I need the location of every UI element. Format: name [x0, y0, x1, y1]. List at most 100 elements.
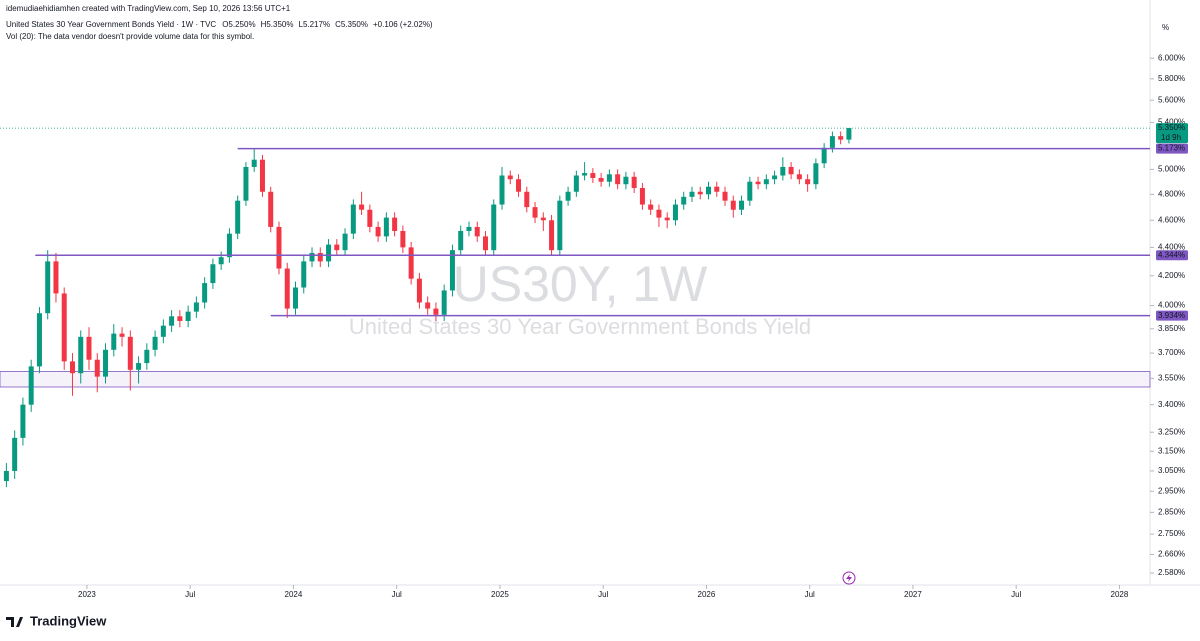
candle-body: [317, 252, 323, 262]
candle-body: [293, 287, 299, 309]
candle-body: [466, 226, 472, 231]
y-tick-label: 2.660%: [1158, 550, 1185, 559]
y-tick-label: 2.580%: [1158, 568, 1185, 577]
candle-body: [772, 175, 778, 180]
candle-body: [218, 257, 224, 265]
y-tick-label: 5.000%: [1158, 164, 1185, 173]
x-tick-label: Jul: [185, 590, 195, 599]
y-tick-label: 3.150%: [1158, 446, 1185, 455]
candle-body: [573, 175, 579, 192]
candle-body: [210, 264, 216, 284]
candle-body: [747, 181, 753, 201]
countdown: 1d 9h: [1161, 133, 1181, 142]
candle-body: [69, 361, 75, 374]
candle-body: [202, 283, 208, 303]
candle-body: [86, 336, 92, 360]
y-tick-label: 5.800%: [1158, 74, 1185, 83]
y-tick-label: 3.700%: [1158, 348, 1185, 357]
x-tick-label: Jul: [392, 590, 402, 599]
candle-body: [648, 204, 654, 210]
y-tick-label: 5.600%: [1158, 95, 1185, 104]
candle-body: [507, 175, 513, 180]
y-tick-label: 4.600%: [1158, 215, 1185, 224]
x-tick-label: 2023: [78, 590, 96, 599]
candle-body: [3, 470, 9, 482]
candle-body: [606, 174, 612, 182]
candle-body: [103, 349, 109, 377]
candle-body: [342, 233, 348, 251]
candle-body: [714, 186, 720, 192]
level-label: 5.173%: [1158, 144, 1185, 153]
candle-body: [383, 217, 389, 237]
candle-body: [350, 204, 356, 234]
y-tick-label: 4.200%: [1158, 271, 1185, 280]
y-tick-label: 2.750%: [1158, 529, 1185, 538]
ohlc-prefix: O: [222, 20, 228, 29]
candle-body: [524, 191, 530, 208]
candle-body: [829, 136, 835, 148]
candle-body: [185, 311, 191, 321]
candle-body: [169, 316, 175, 326]
candle-body: [301, 261, 307, 288]
candle-body: [582, 173, 588, 176]
candle-body: [243, 166, 249, 201]
candle-body: [491, 204, 497, 251]
ohlc-value: 5.217%: [303, 20, 330, 29]
candle-body: [235, 200, 241, 234]
y-tick-label: 3.400%: [1158, 400, 1185, 409]
candle-body: [681, 196, 687, 205]
candle-body: [838, 136, 844, 140]
candle-body: [268, 191, 274, 227]
candle-body: [226, 233, 232, 258]
candle-body: [516, 179, 522, 192]
lightning-icon[interactable]: [842, 571, 856, 585]
level-label: 4.344%: [1158, 250, 1185, 259]
candle-body: [36, 313, 42, 367]
candle-body: [449, 250, 455, 291]
candle-body: [400, 230, 406, 248]
candle-body: [375, 226, 381, 237]
candle-body: [458, 230, 464, 251]
candle-body: [557, 200, 563, 251]
candle-body: [474, 226, 480, 237]
logo[interactable]: TradingView: [6, 613, 107, 628]
candle-body: [540, 217, 546, 221]
candle-body: [251, 159, 257, 167]
candle-body: [111, 333, 117, 350]
candle-body: [433, 308, 439, 315]
candle-body: [359, 204, 365, 210]
candle-body: [276, 226, 282, 269]
change: +0.106 (+2.02%): [373, 20, 433, 29]
candle-body: [590, 173, 596, 178]
brand: TradingView: [30, 613, 107, 628]
candle-body: [805, 179, 811, 185]
candle-body: [639, 187, 645, 205]
ohlc-prefix: L: [298, 20, 303, 29]
candle-body: [127, 336, 133, 370]
candle-body: [119, 333, 125, 337]
ohlc-value: 5.250%: [228, 20, 255, 29]
candle-body: [763, 179, 769, 185]
candle-body: [28, 366, 34, 405]
candle-body: [689, 191, 695, 197]
candle-body: [408, 247, 414, 279]
x-tick-label: 2027: [904, 590, 922, 599]
y-tick-label: 3.550%: [1158, 373, 1185, 382]
candle-body: [730, 200, 736, 210]
x-tick-label: Jul: [598, 590, 608, 599]
y-tick-label: 6.000%: [1158, 53, 1185, 62]
candle-body: [326, 244, 332, 262]
candle-body: [53, 261, 59, 294]
candle-body: [334, 244, 340, 251]
level-label-bg: [1156, 143, 1188, 154]
candle-body: [482, 236, 488, 251]
candle-body: [144, 349, 150, 364]
y-tick-label: 4.800%: [1158, 189, 1185, 198]
y-tick-label: 3.050%: [1158, 466, 1185, 475]
x-tick-label: 2026: [698, 590, 716, 599]
ohlc-prefix: C: [335, 20, 341, 29]
candle-body: [94, 359, 100, 377]
candle-body: [152, 336, 158, 350]
candle-body: [664, 217, 670, 221]
level-label: 3.934%: [1158, 311, 1185, 320]
